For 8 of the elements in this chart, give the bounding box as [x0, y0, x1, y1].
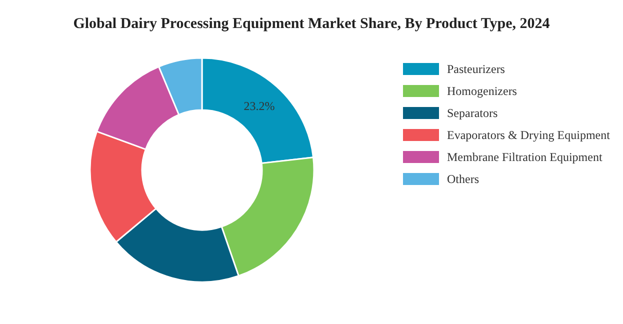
chart-title: Global Dairy Processing Equipment Market Share, By Product Type, 2024 [72, 16, 551, 33]
legend-label: Homogenizers [447, 84, 517, 98]
legend-label: Pasteurizers [447, 62, 505, 76]
data-label: 23.2% [244, 98, 275, 113]
legend-label: Separators [447, 106, 498, 120]
legend-label: Membrane Filtration Equipment [447, 150, 602, 164]
legend-label: Others [447, 172, 479, 186]
legend-label: Evaporators & Drying Equipment [447, 128, 610, 142]
